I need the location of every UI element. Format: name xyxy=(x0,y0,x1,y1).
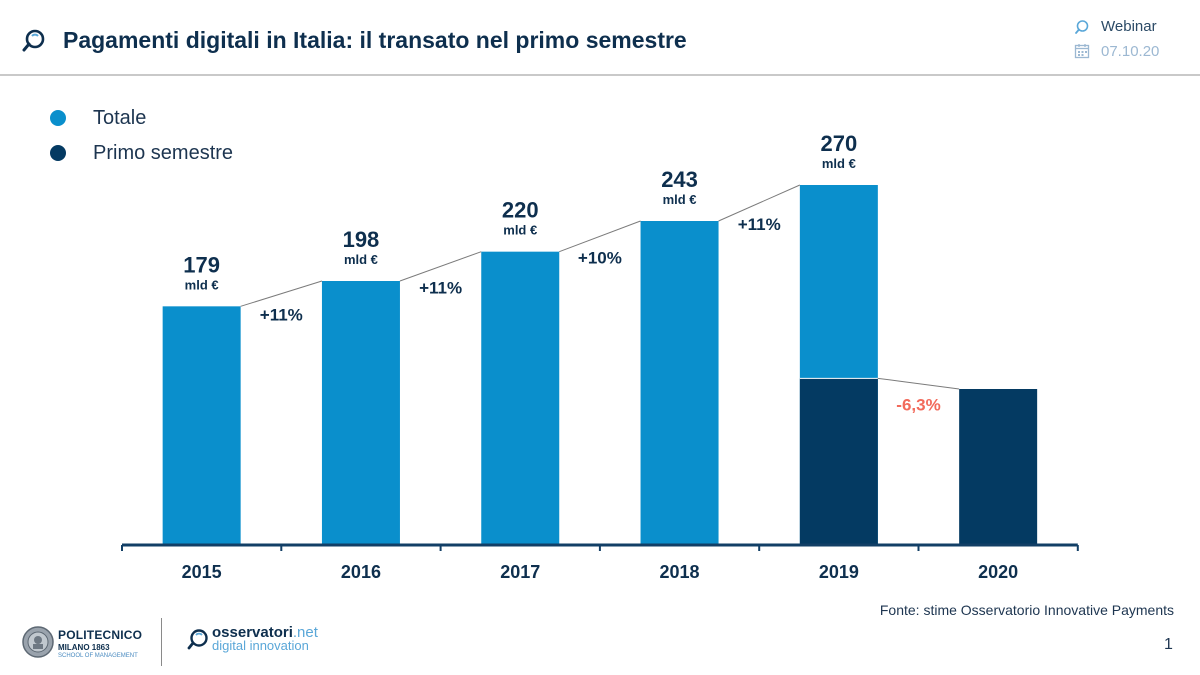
x-tick-label-2018: 2018 xyxy=(660,562,700,582)
politecnico-sub: MILANO 1863 xyxy=(58,643,110,652)
legend-label-first-half: Primo semestre xyxy=(93,142,234,164)
osservatori-sub: digital innovation xyxy=(212,638,309,653)
webinar-label: Webinar xyxy=(1101,18,1157,35)
slide-header: Pagamenti digitali in Italia: il transat… xyxy=(0,0,1200,76)
unit-label-2015: mld € xyxy=(185,277,219,292)
x-tick-label-2020: 2020 xyxy=(978,562,1018,582)
value-label-2019: 270 xyxy=(820,131,857,156)
x-tick-label-2015: 2015 xyxy=(182,562,222,582)
growth-connector xyxy=(399,251,482,282)
webinar-icon xyxy=(1075,20,1089,34)
unit-label-2017: mld € xyxy=(503,223,537,238)
osservatori-logo: osservatori.net digital innovation xyxy=(212,624,318,653)
osservatori-magnifier-icon xyxy=(187,629,208,650)
legend-label-total: Totale xyxy=(93,107,147,129)
x-tick-label-2016: 2016 xyxy=(341,562,381,582)
growth-connector-first-half xyxy=(877,377,960,390)
value-label-2015: 179 xyxy=(183,252,220,277)
politecnico-seal-icon xyxy=(22,626,54,658)
bar-total-2016 xyxy=(321,281,400,545)
calendar-icon xyxy=(1074,44,1090,59)
growth-connector xyxy=(559,220,641,253)
bar-total-2015 xyxy=(162,306,241,545)
legend-dot-total xyxy=(50,110,66,126)
x-tick-label-2019: 2019 xyxy=(819,562,859,582)
x-tick-label-2017: 2017 xyxy=(500,562,540,582)
source-note: Fonte: stime Osservatorio Innovative Pay… xyxy=(879,602,1174,618)
growth-connector xyxy=(718,184,801,222)
bar-first-half-2020 xyxy=(959,389,1038,545)
page-title: Pagamenti digitali in Italia: il transat… xyxy=(63,27,687,53)
growth-label-3: +10% xyxy=(578,248,622,267)
value-label-2017: 220 xyxy=(502,198,539,223)
growth-label-1: +11% xyxy=(260,306,303,325)
osservatori-net: .net xyxy=(292,624,318,641)
footer-divider xyxy=(161,618,162,666)
magnifier-icon xyxy=(22,29,45,52)
growth-label-4: +11% xyxy=(738,215,781,234)
value-label-2016: 198 xyxy=(343,227,380,252)
page-number: 1 xyxy=(1164,636,1173,653)
bar-first-half-2019 xyxy=(799,378,878,545)
bar-total-2018 xyxy=(640,221,719,545)
politecnico-logo: POLITECNICO MILANO 1863 SCHOOL OF MANAGE… xyxy=(58,628,142,659)
unit-label-2016: mld € xyxy=(344,252,378,267)
politecnico-school: SCHOOL OF MANAGEMENT xyxy=(58,653,138,659)
growth-label-2: +11% xyxy=(419,278,462,297)
growth-connector xyxy=(240,280,323,307)
value-label-2018: 243 xyxy=(661,167,698,192)
unit-label-2018: mld € xyxy=(663,192,697,207)
bar-total-2017 xyxy=(481,251,560,545)
osservatori-name: osservatori xyxy=(212,624,293,641)
unit-label-2019: mld € xyxy=(822,156,856,171)
growth-label-5: -6,3% xyxy=(896,396,940,415)
legend-dot-first-half xyxy=(50,145,66,161)
date-label: 07.10.20 xyxy=(1101,43,1160,60)
politecnico-name: POLITECNICO xyxy=(58,628,143,642)
